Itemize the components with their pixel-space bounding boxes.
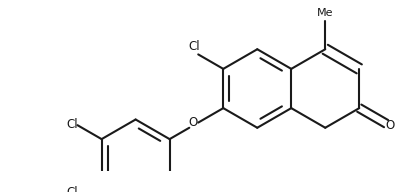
Text: Cl: Cl [66,186,78,192]
Text: O: O [188,116,198,129]
Text: Me: Me [317,8,334,18]
Text: Cl: Cl [66,118,78,131]
Text: Cl: Cl [188,40,200,53]
Text: O: O [385,119,394,132]
